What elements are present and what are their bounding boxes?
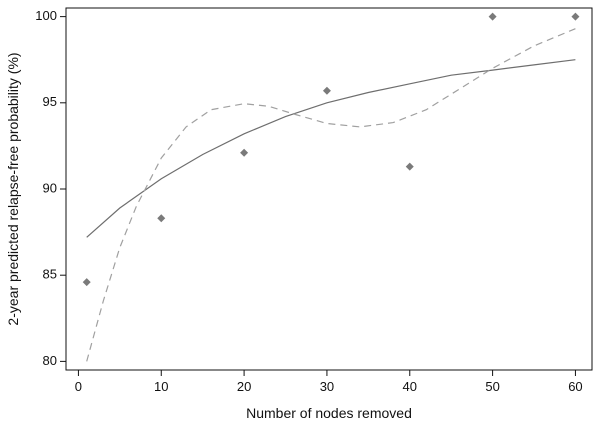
data-point [322,86,331,95]
y-tick-label: 90 [43,180,57,195]
x-tick-label: 30 [320,379,334,394]
y-tick-label: 95 [43,94,57,109]
y-tick-label: 80 [43,353,57,368]
dashed-fit-line [86,28,576,362]
x-axis-title: Number of nodes removed [246,405,412,421]
data-point [240,148,249,157]
x-tick-label: 0 [75,379,82,394]
x-tick-label: 50 [485,379,499,394]
data-point [571,12,580,21]
y-axis: 80 85 90 95 100 [35,8,66,368]
y-tick-label: 100 [35,8,57,23]
y-axis-title: 2-year predicted relapse-free probabilit… [5,52,21,325]
x-tick-label: 20 [237,379,251,394]
data-point [82,278,91,287]
series-layer [82,12,580,362]
x-axis: 0 10 20 30 40 50 60 [75,370,583,394]
x-tick-label: 60 [568,379,582,394]
solid-fit-line [86,59,576,238]
y-tick-label: 85 [43,267,57,282]
x-tick-label: 10 [154,379,168,394]
data-point [157,214,166,223]
data-point [488,12,497,21]
x-tick-label: 40 [403,379,417,394]
data-point [405,162,414,171]
